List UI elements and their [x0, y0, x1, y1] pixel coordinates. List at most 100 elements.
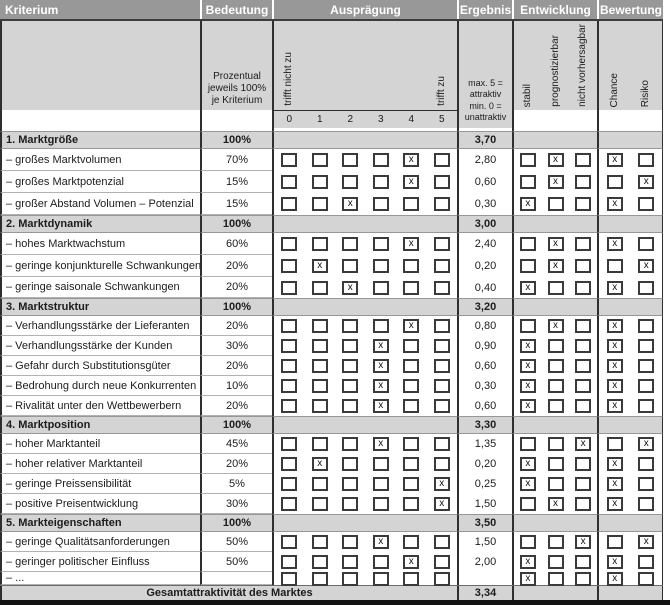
rating-checkbox-2[interactable] — [342, 259, 359, 273]
rating-checkbox-1[interactable] — [311, 280, 328, 295]
rating-checkbox-4[interactable]: x — [403, 237, 420, 251]
entwicklung-checkbox-2[interactable] — [575, 259, 592, 273]
entwicklung-checkbox-2[interactable] — [575, 197, 592, 211]
bewertung-checkbox-0[interactable] — [606, 535, 623, 549]
bewertung-checkbox-0[interactable]: x — [606, 477, 623, 491]
entwicklung-checkbox-0[interactable] — [519, 237, 536, 251]
rating-checkbox-5[interactable] — [433, 457, 450, 471]
rating-checkbox-3[interactable] — [372, 571, 389, 586]
rating-checkbox-0[interactable] — [281, 197, 298, 211]
rating-checkbox-1[interactable] — [311, 477, 328, 491]
entwicklung-checkbox-1[interactable] — [547, 571, 564, 586]
rating-checkbox-3[interactable]: x — [372, 379, 389, 393]
entwicklung-checkbox-1[interactable]: x — [547, 319, 564, 333]
rating-checkbox-4[interactable] — [403, 197, 420, 211]
rating-checkbox-3[interactable]: x — [372, 535, 389, 549]
rating-checkbox-2[interactable] — [342, 457, 359, 471]
entwicklung-checkbox-2[interactable]: x — [575, 535, 592, 549]
rating-checkbox-1[interactable] — [311, 535, 328, 549]
entwicklung-checkbox-0[interactable] — [519, 259, 536, 273]
rating-checkbox-4[interactable] — [403, 399, 420, 413]
entwicklung-checkbox-2[interactable] — [575, 237, 592, 251]
rating-checkbox-4[interactable] — [403, 535, 420, 549]
rating-checkbox-0[interactable] — [281, 359, 298, 373]
rating-checkbox-3[interactable] — [372, 555, 389, 569]
bewertung-checkbox-0[interactable]: x — [606, 399, 623, 413]
rating-checkbox-3[interactable] — [372, 237, 389, 251]
entwicklung-checkbox-2[interactable] — [575, 379, 592, 393]
entwicklung-checkbox-1[interactable]: x — [547, 175, 564, 189]
rating-checkbox-0[interactable] — [281, 379, 298, 393]
rating-checkbox-5[interactable]: x — [433, 497, 450, 511]
rating-checkbox-5[interactable] — [433, 319, 450, 333]
rating-checkbox-2[interactable] — [342, 399, 359, 413]
entwicklung-checkbox-0[interactable] — [519, 153, 536, 167]
bewertung-checkbox-1[interactable] — [638, 237, 655, 251]
bewertung-checkbox-1[interactable] — [638, 477, 655, 491]
rating-checkbox-0[interactable] — [281, 497, 298, 511]
rating-checkbox-5[interactable] — [433, 197, 450, 211]
rating-checkbox-0[interactable] — [281, 535, 298, 549]
rating-checkbox-4[interactable] — [403, 477, 420, 491]
rating-checkbox-3[interactable]: x — [372, 339, 389, 353]
rating-checkbox-4[interactable]: x — [403, 175, 420, 189]
rating-checkbox-0[interactable] — [281, 457, 298, 471]
entwicklung-checkbox-2[interactable] — [575, 153, 592, 167]
rating-checkbox-4[interactable] — [403, 437, 420, 451]
bewertung-checkbox-0[interactable]: x — [606, 197, 623, 211]
rating-checkbox-5[interactable] — [433, 175, 450, 189]
rating-checkbox-1[interactable] — [311, 555, 328, 569]
entwicklung-checkbox-2[interactable] — [575, 319, 592, 333]
rating-checkbox-0[interactable] — [281, 175, 298, 189]
bewertung-checkbox-1[interactable] — [638, 197, 655, 211]
rating-checkbox-4[interactable] — [403, 259, 420, 273]
bewertung-checkbox-1[interactable] — [638, 339, 655, 353]
rating-checkbox-5[interactable] — [433, 280, 450, 295]
entwicklung-checkbox-0[interactable]: x — [519, 457, 536, 471]
entwicklung-checkbox-1[interactable]: x — [547, 237, 564, 251]
entwicklung-checkbox-2[interactable] — [575, 399, 592, 413]
rating-checkbox-5[interactable] — [433, 571, 450, 586]
entwicklung-checkbox-2[interactable] — [575, 477, 592, 491]
entwicklung-checkbox-2[interactable] — [575, 555, 592, 569]
rating-checkbox-1[interactable] — [311, 153, 328, 167]
rating-checkbox-0[interactable] — [281, 339, 298, 353]
bewertung-checkbox-1[interactable] — [638, 280, 655, 295]
rating-checkbox-4[interactable] — [403, 457, 420, 471]
rating-checkbox-2[interactable] — [342, 359, 359, 373]
rating-checkbox-3[interactable] — [372, 259, 389, 273]
rating-checkbox-1[interactable] — [311, 399, 328, 413]
rating-checkbox-5[interactable] — [433, 399, 450, 413]
entwicklung-checkbox-1[interactable] — [547, 379, 564, 393]
rating-checkbox-1[interactable] — [311, 175, 328, 189]
rating-checkbox-1[interactable] — [311, 571, 328, 586]
entwicklung-checkbox-0[interactable] — [519, 497, 536, 511]
bewertung-checkbox-1[interactable]: x — [638, 259, 655, 273]
bewertung-checkbox-1[interactable]: x — [638, 535, 655, 549]
entwicklung-checkbox-2[interactable] — [575, 571, 592, 586]
entwicklung-checkbox-0[interactable] — [519, 535, 536, 549]
rating-checkbox-2[interactable] — [342, 319, 359, 333]
bewertung-checkbox-0[interactable]: x — [606, 457, 623, 471]
rating-checkbox-0[interactable] — [281, 571, 298, 586]
rating-checkbox-5[interactable] — [433, 153, 450, 167]
entwicklung-checkbox-1[interactable] — [547, 197, 564, 211]
entwicklung-checkbox-0[interactable]: x — [519, 555, 536, 569]
bewertung-checkbox-0[interactable]: x — [606, 339, 623, 353]
rating-checkbox-0[interactable] — [281, 237, 298, 251]
rating-checkbox-2[interactable] — [342, 437, 359, 451]
rating-checkbox-4[interactable] — [403, 359, 420, 373]
rating-checkbox-0[interactable] — [281, 153, 298, 167]
rating-checkbox-3[interactable] — [372, 477, 389, 491]
entwicklung-checkbox-0[interactable]: x — [519, 379, 536, 393]
bewertung-checkbox-0[interactable]: x — [606, 237, 623, 251]
rating-checkbox-2[interactable] — [342, 497, 359, 511]
rating-checkbox-5[interactable] — [433, 339, 450, 353]
entwicklung-checkbox-1[interactable]: x — [547, 153, 564, 167]
rating-checkbox-0[interactable] — [281, 477, 298, 491]
entwicklung-checkbox-1[interactable] — [547, 535, 564, 549]
rating-checkbox-5[interactable] — [433, 555, 450, 569]
entwicklung-checkbox-0[interactable]: x — [519, 339, 536, 353]
rating-checkbox-1[interactable] — [311, 197, 328, 211]
rating-checkbox-3[interactable]: x — [372, 359, 389, 373]
